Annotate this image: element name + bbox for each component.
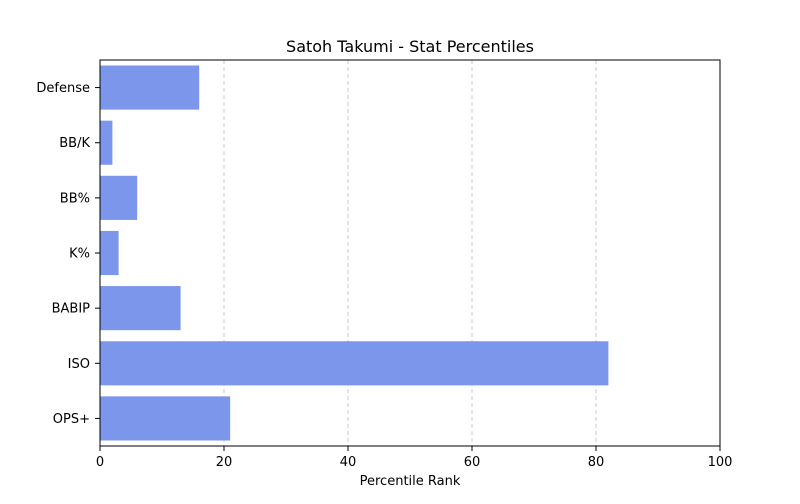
plot-frame (99, 59, 721, 447)
x-tick-label: 60 (464, 455, 481, 470)
bar-k- (100, 230, 119, 276)
y-tick-label: K% (69, 247, 90, 262)
y-tick-label: ISO (68, 357, 90, 372)
y-axis-ticks: OPS+ ISO BABIP K% BB% BB/K Defense (36, 81, 100, 427)
bar-layer (100, 65, 609, 441)
x-tick-label: 40 (340, 455, 357, 470)
bar-babip (100, 286, 181, 331)
x-tick-label: 20 (216, 455, 233, 470)
x-axis-ticks: 0 20 40 60 80 100 (96, 446, 733, 470)
bar-ops- (100, 396, 231, 441)
y-tick-label: Defense (36, 81, 90, 96)
x-tick-label: 80 (588, 455, 605, 470)
grid-layer (223, 60, 597, 446)
x-axis-label: Percentile Rank (360, 474, 461, 489)
x-tick-label: 100 (708, 455, 733, 470)
y-tick-label: OPS+ (53, 412, 90, 427)
bar-bb-k (100, 120, 113, 165)
chart-title: Satoh Takumi - Stat Percentiles (286, 37, 534, 56)
y-tick-label: BABIP (52, 302, 91, 317)
y-tick-label: BB/K (59, 136, 90, 151)
bar-defense (100, 65, 200, 110)
bar-iso (100, 341, 609, 386)
bar-bb- (100, 175, 138, 220)
y-tick-label: BB% (60, 191, 90, 206)
x-tick-label: 0 (96, 455, 104, 470)
